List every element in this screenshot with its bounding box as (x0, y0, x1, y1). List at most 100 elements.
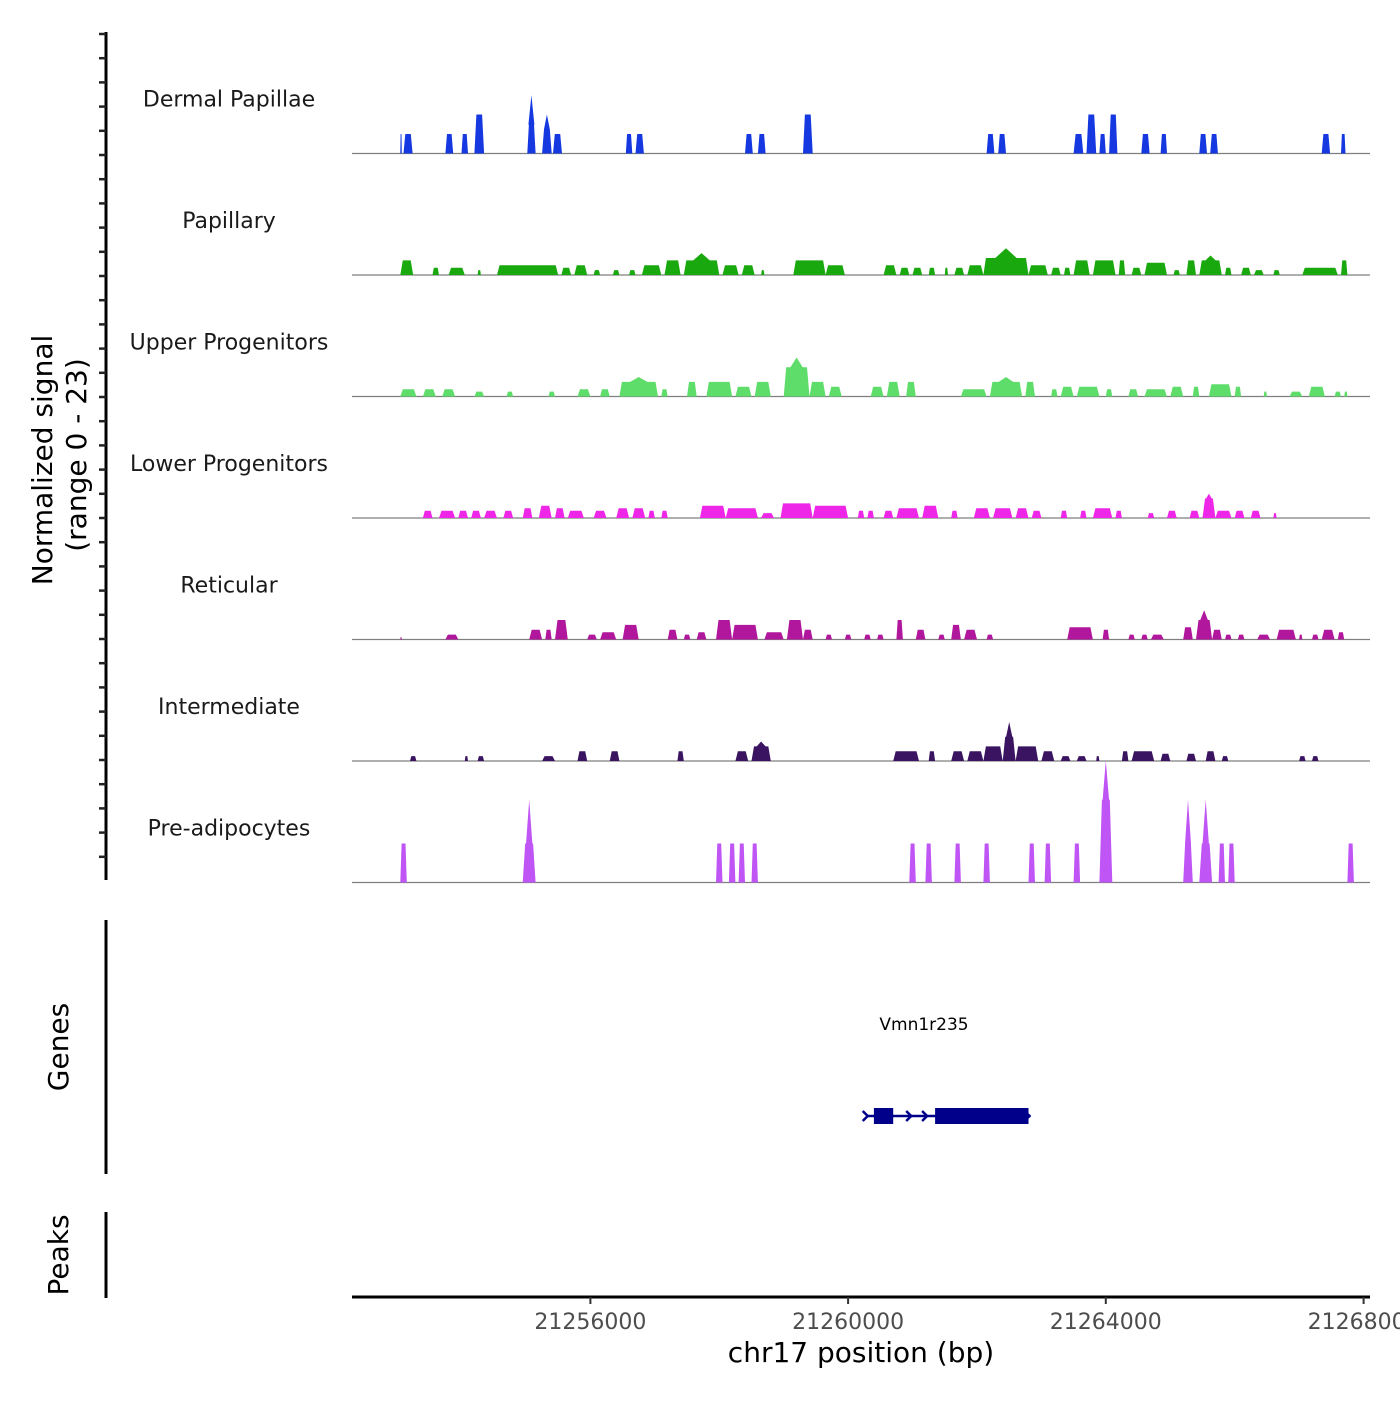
signal-peak (825, 634, 832, 640)
signal-peak (896, 620, 903, 640)
signal-peak (664, 260, 681, 275)
signal-spike (1204, 255, 1217, 261)
signal-peak (896, 508, 919, 518)
signal-peak (497, 265, 559, 275)
signal-peak (1015, 508, 1029, 518)
signal-peak (1341, 134, 1346, 154)
signal-peak (1167, 510, 1177, 518)
signal-peak (667, 629, 678, 640)
signal-spike (756, 741, 766, 747)
signal-peak (1218, 843, 1225, 883)
signal-peak (1128, 389, 1139, 397)
signal-peak (899, 267, 910, 275)
track-label: Pre-adipocytes (148, 817, 311, 842)
signal-peak (1321, 629, 1335, 640)
signal-peak (553, 134, 562, 154)
signal-peak (538, 505, 552, 518)
signal-peak (1144, 389, 1167, 397)
signal-peak (422, 510, 433, 518)
signal-peak (1273, 513, 1277, 518)
strand-arrow (905, 1110, 913, 1122)
signal-peak (951, 751, 965, 761)
signal-peak (967, 751, 984, 761)
track-label: Reticular (180, 574, 278, 599)
signal-peak (906, 381, 916, 397)
signal-peak (864, 634, 871, 640)
signal-peak (1312, 634, 1319, 640)
signal-peak (1228, 843, 1235, 883)
signal-peak (1273, 270, 1280, 275)
signal-peak (474, 114, 485, 154)
signal-peak (967, 265, 984, 275)
signal-peak (1312, 756, 1319, 761)
x-axis-label: chr17 position (bp) (728, 1336, 994, 1369)
signal-peak (732, 624, 758, 640)
signal-peak (400, 134, 402, 154)
x-tick-label: 21256000 (534, 1310, 646, 1335)
signal-peak (1257, 634, 1271, 640)
signal-peak (529, 629, 543, 640)
signal-peak (1060, 756, 1071, 761)
signal-spike (692, 253, 711, 261)
signal-peak (870, 386, 884, 397)
signal-peak (1225, 267, 1232, 275)
signal-peak (786, 620, 803, 640)
signal-peak (593, 510, 607, 518)
signal-peak (1289, 391, 1303, 397)
signal-peak (1192, 386, 1200, 397)
x-tick-label: 21260000 (792, 1310, 904, 1335)
x-tick-label: 21268000 (1308, 1310, 1400, 1335)
signal-peak (1073, 260, 1090, 275)
signal-spike (543, 114, 550, 130)
signal-peak (567, 510, 584, 518)
signal-peak (1160, 753, 1171, 761)
signal-peak (422, 389, 436, 397)
signal-peak (1183, 843, 1193, 883)
signal-peak (986, 634, 994, 640)
track-lower-progenitors: Lower Progenitors (130, 452, 1370, 519)
signal-peak (1205, 751, 1216, 761)
signal-peak (886, 381, 900, 397)
signal-peak (877, 634, 884, 640)
signal-peak (461, 134, 468, 154)
track-reticular: Reticular (180, 574, 1370, 641)
signal-spike (528, 95, 535, 125)
signal-peak (471, 510, 481, 518)
signal-peak (1250, 510, 1261, 518)
signal-spike (1200, 610, 1209, 621)
signal-peak (616, 508, 630, 518)
signal-peak (1131, 751, 1155, 761)
signal-peak (1347, 843, 1354, 883)
signal-peak (683, 260, 720, 275)
signal-peak (503, 510, 514, 518)
signal-peak (728, 843, 736, 883)
signal-peak (938, 634, 945, 640)
signal-peak (1337, 632, 1345, 640)
signal-peak (1186, 260, 1196, 275)
signal-peak (1199, 134, 1207, 154)
signal-peak (909, 843, 916, 883)
signal-peak (844, 634, 852, 640)
track-dermal-papillae: Dermal Papillae (143, 88, 1370, 155)
signal-peak (1150, 634, 1164, 640)
signal-peak (954, 843, 961, 883)
signal-peak (577, 389, 591, 397)
signal-peak (915, 629, 926, 640)
signal-peak (555, 508, 565, 518)
track-papillary: Papillary (182, 209, 1370, 276)
signal-peak (1041, 751, 1055, 761)
signal-peak (661, 389, 668, 397)
x-tick-label: 21264000 (1050, 1310, 1162, 1335)
track-label: Upper Progenitors (130, 331, 329, 356)
signal-peak (1186, 753, 1196, 761)
signal-peak (699, 505, 726, 518)
signal-peak (1044, 843, 1052, 883)
signal-peak (593, 270, 601, 275)
signal-spike (997, 377, 1014, 383)
signal-peak (561, 267, 572, 275)
signal-peak (1118, 260, 1126, 275)
signal-peak (445, 634, 459, 640)
signal-peak (403, 134, 413, 154)
signal-spike (1185, 799, 1191, 844)
